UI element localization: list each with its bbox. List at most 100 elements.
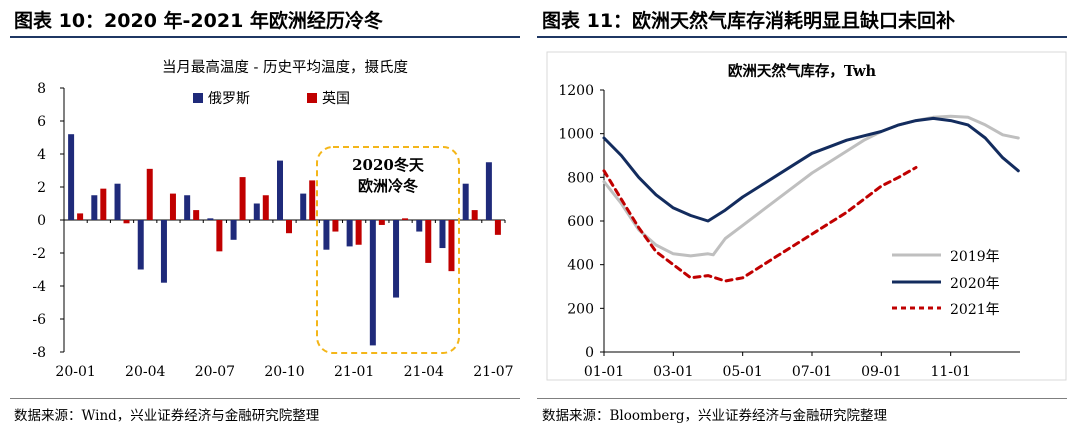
bar-chart-x-axis: 20-01 20-04 20-07 20-10 21-01 21-04 21-07 bbox=[55, 219, 514, 380]
bar-uk bbox=[286, 220, 292, 234]
line-x-tick-label: 01-01 bbox=[584, 364, 624, 380]
bar-russia bbox=[277, 160, 283, 220]
bar-y-tick-label: -4 bbox=[32, 279, 46, 295]
right-source-note: 数据来源：Bloomberg，兴业证券经济与金融研究院整理 bbox=[542, 408, 888, 424]
right-title-rule bbox=[537, 36, 1067, 38]
bar-y-tick-label: 0 bbox=[37, 213, 46, 229]
legend-label-russia: 俄罗斯 bbox=[208, 91, 250, 107]
bar-uk bbox=[494, 220, 501, 235]
line-y-tick-label: 400 bbox=[567, 258, 594, 274]
bar-russia bbox=[439, 220, 446, 249]
bar-uk bbox=[146, 168, 153, 220]
line-y-tick-label: 800 bbox=[567, 170, 594, 186]
bar-y-tick-label: -8 bbox=[32, 345, 46, 361]
bar-x-tick-label: 21-01 bbox=[334, 364, 374, 380]
bar-uk bbox=[332, 220, 339, 232]
line-x-tick-label: 07-01 bbox=[792, 364, 832, 380]
bar-x-tick-label: 20-10 bbox=[264, 364, 304, 380]
bar-russia bbox=[462, 183, 469, 220]
series-line-2020年 bbox=[602, 116, 1020, 223]
legend-label-2019: 2019年 bbox=[950, 249, 1000, 265]
line-y-tick-label: 1200 bbox=[558, 83, 594, 99]
bar-x-tick-label: 21-07 bbox=[473, 364, 513, 380]
bar-russia bbox=[184, 195, 191, 220]
bar-y-tick-label: 6 bbox=[37, 114, 46, 130]
right-figure-title: 图表 11：欧洲天然气库存消耗明显且缺口未回补 bbox=[542, 10, 956, 32]
bar-uk bbox=[216, 220, 223, 252]
line-x-tick-label: 09-01 bbox=[861, 364, 901, 380]
bar-russia bbox=[253, 203, 260, 220]
left-bottom-rule bbox=[10, 398, 520, 399]
line-chart-x-axis: 01-01 03-01 05-01 07-01 09-01 11-01 bbox=[584, 351, 1020, 380]
bar-uk bbox=[355, 220, 362, 245]
winter-annotation-line-2: 欧洲冷冬 bbox=[358, 177, 418, 195]
bar-uk bbox=[448, 220, 455, 272]
bar-russia bbox=[393, 220, 400, 298]
bar-chart-bars bbox=[68, 134, 501, 346]
bar-uk bbox=[239, 177, 246, 220]
bar-uk bbox=[309, 180, 316, 220]
series-line-2019年 bbox=[602, 114, 1020, 258]
bar-russia bbox=[68, 134, 75, 220]
legend-label-2020: 2020年 bbox=[950, 276, 1000, 292]
winter-annotation-line-1: 2020冬天 bbox=[352, 156, 425, 174]
bar-y-tick-label: -6 bbox=[32, 312, 46, 328]
line-y-tick-label: 1000 bbox=[558, 127, 594, 143]
bar-y-tick-label: 4 bbox=[37, 147, 46, 163]
bar-x-tick-label: 21-04 bbox=[404, 364, 444, 380]
bar-russia bbox=[485, 162, 492, 220]
line-x-tick-label: 03-01 bbox=[653, 364, 693, 380]
line-chart-series bbox=[602, 114, 1020, 283]
bar-uk bbox=[77, 213, 84, 220]
bar-y-tick-label: -2 bbox=[32, 246, 46, 262]
bar-chart-legend: 俄罗斯 英国 bbox=[193, 90, 350, 107]
bar-uk bbox=[425, 220, 432, 263]
bar-russia bbox=[114, 183, 121, 220]
bar-russia bbox=[91, 195, 98, 220]
bar-russia bbox=[160, 220, 167, 283]
bar-uk bbox=[169, 193, 176, 220]
bar-russia bbox=[300, 193, 307, 220]
bar-uk bbox=[193, 210, 200, 220]
left-title-rule bbox=[10, 36, 520, 38]
bar-russia bbox=[416, 220, 423, 232]
temperature-bar-chart: 当月最高温度 - 历史平均温度，摄氏度 俄罗斯 英国 8 6 4 2 0 -2 -4 -6 -8… bbox=[32, 59, 514, 380]
bar-russia bbox=[137, 220, 144, 270]
bar-russia bbox=[346, 220, 353, 247]
legend-swatch-uk bbox=[307, 93, 317, 103]
bar-russia bbox=[323, 220, 330, 250]
line-chart-frame bbox=[546, 51, 1067, 381]
line-chart-legend: 2019年 2020年 2021年 bbox=[892, 249, 1000, 318]
winter-annotation-box bbox=[316, 146, 460, 354]
line-x-tick-label: 11-01 bbox=[930, 364, 970, 380]
series-line-2021年 bbox=[602, 166, 918, 283]
line-x-tick-label: 05-01 bbox=[722, 364, 762, 380]
line-y-tick-label: 200 bbox=[567, 301, 594, 317]
bar-y-tick-label: 8 bbox=[37, 81, 46, 97]
line-chart-y-axis: 1200 1000 800 600 400 200 0 bbox=[558, 83, 605, 361]
bar-uk bbox=[123, 220, 130, 224]
right-bottom-rule bbox=[537, 398, 1067, 399]
bar-russia bbox=[369, 220, 376, 346]
legend-swatch-russia bbox=[193, 93, 203, 103]
bar-chart-title: 当月最高温度 - 历史平均温度，摄氏度 bbox=[162, 59, 408, 76]
bar-russia bbox=[207, 218, 214, 220]
bar-x-tick-label: 20-07 bbox=[195, 364, 235, 380]
bar-uk bbox=[100, 188, 107, 220]
bar-uk bbox=[402, 218, 409, 220]
bar-uk bbox=[378, 220, 385, 225]
legend-label-uk: 英国 bbox=[322, 90, 350, 107]
bar-x-tick-label: 20-04 bbox=[125, 364, 165, 380]
bar-uk bbox=[262, 195, 269, 220]
bar-x-tick-label: 20-01 bbox=[55, 364, 95, 380]
left-figure-title: 图表 10：2020 年-2021 年欧洲经历冷冬 bbox=[14, 10, 383, 32]
bar-russia bbox=[230, 220, 237, 240]
line-y-tick-label: 0 bbox=[585, 345, 594, 361]
bar-uk bbox=[471, 210, 478, 220]
left-source-note: 数据来源：Wind，兴业证券经济与金融研究院整理 bbox=[14, 408, 320, 424]
line-chart-title: 欧洲天然气库存，Twh bbox=[728, 62, 877, 80]
bar-y-tick-label: 2 bbox=[37, 180, 46, 196]
legend-label-2021: 2021年 bbox=[950, 302, 1000, 318]
line-y-tick-label: 600 bbox=[567, 214, 594, 230]
